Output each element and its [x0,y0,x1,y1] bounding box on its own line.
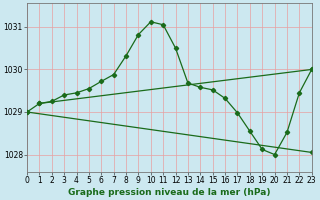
X-axis label: Graphe pression niveau de la mer (hPa): Graphe pression niveau de la mer (hPa) [68,188,271,197]
